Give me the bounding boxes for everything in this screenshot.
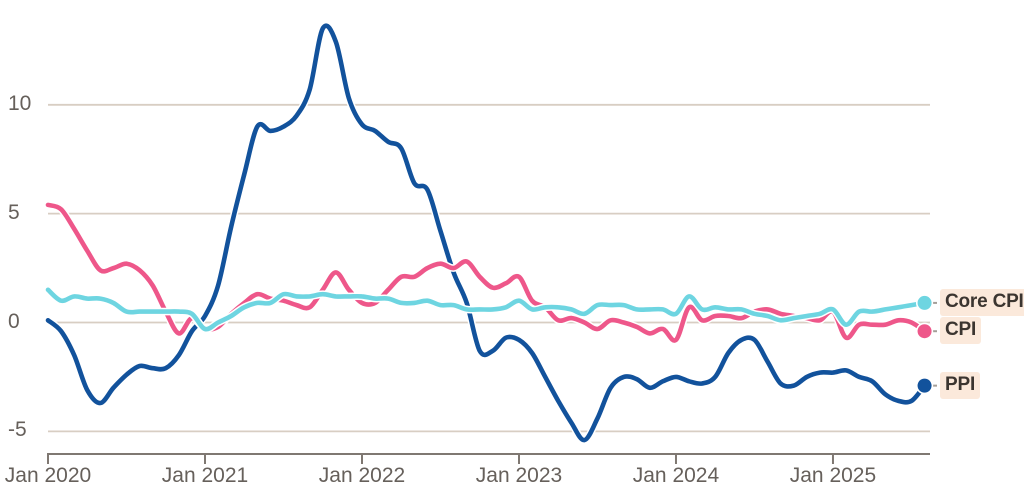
y-axis-label: 0: [8, 309, 20, 333]
x-axis-label: Jan 2020: [4, 464, 92, 487]
y-axis-label: -5: [8, 418, 27, 442]
legend-label-ppi: PPI: [940, 371, 981, 399]
series-casing-ppi: [44, 21, 929, 444]
x-axis-label: Jan 2023: [475, 464, 563, 487]
legend-label-core-cpi: Core CPI: [940, 288, 1024, 316]
legend-label-cpi: CPI: [940, 317, 982, 345]
end-dot-core-cpi: [917, 295, 932, 310]
legend-item-cpi: CPI: [940, 317, 982, 345]
end-dot-ppi: [917, 378, 932, 393]
y-axis-label: 5: [8, 200, 20, 224]
x-axis-label: Jan 2024: [632, 464, 720, 487]
y-axis-label: 10: [8, 91, 32, 115]
legend-item-ppi: PPI: [940, 371, 981, 399]
x-axis-label: Jan 2025: [789, 464, 877, 487]
series-line-core-cpi: [45, 287, 927, 332]
series-line-ppi: [45, 23, 927, 443]
end-dot-cpi: [917, 324, 932, 339]
x-axis-label: Jan 2021: [161, 464, 249, 487]
x-axis-label: Jan 2022: [318, 464, 406, 487]
legend-item-core-cpi: Core CPI: [940, 288, 1024, 316]
